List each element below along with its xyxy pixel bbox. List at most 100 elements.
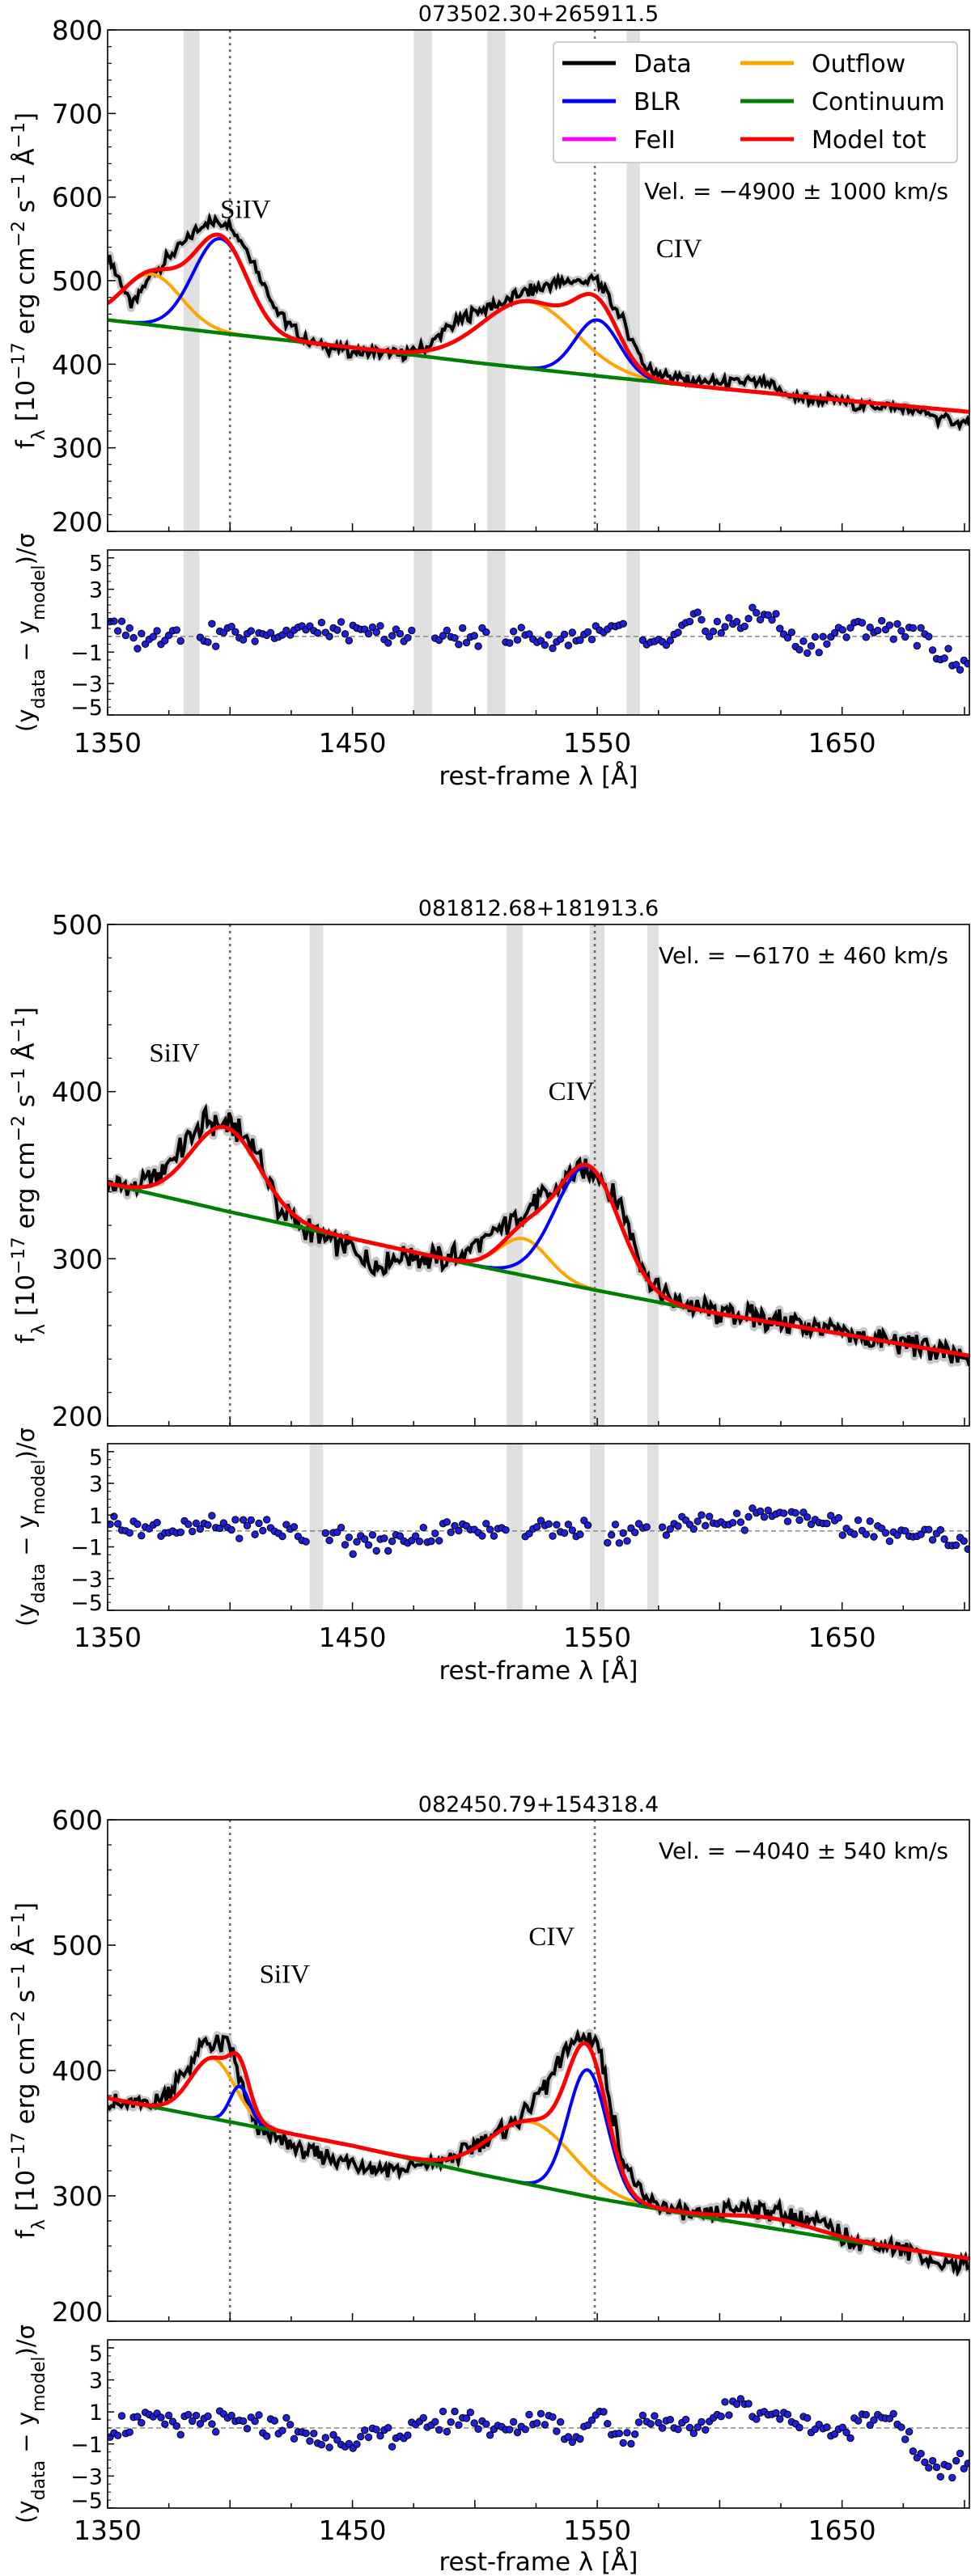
residual-point bbox=[698, 615, 706, 624]
residual-point bbox=[564, 1521, 573, 1529]
residual-point bbox=[587, 636, 596, 644]
residual-point bbox=[560, 1529, 569, 1538]
residual-point bbox=[819, 632, 827, 641]
residual-point bbox=[783, 1517, 792, 1525]
residual-point bbox=[536, 1516, 545, 1525]
residual-point bbox=[341, 630, 350, 638]
residual-point bbox=[662, 1531, 671, 1539]
residual-point bbox=[134, 2413, 142, 2421]
residual-y-axis-label-part: model bbox=[29, 2357, 49, 2413]
y-axis-label-part: λ bbox=[29, 429, 49, 440]
residual-point bbox=[666, 2416, 674, 2424]
residual-point bbox=[917, 2450, 925, 2458]
residual-point bbox=[447, 2418, 455, 2426]
residual-point bbox=[506, 2426, 514, 2434]
residual-point bbox=[349, 1550, 357, 1559]
residual-point bbox=[208, 2420, 216, 2428]
residual-point bbox=[702, 1521, 710, 1530]
residual-point bbox=[125, 624, 134, 632]
residual-point bbox=[117, 617, 126, 625]
y-tick-label: 400 bbox=[52, 349, 103, 380]
residual-point bbox=[404, 633, 412, 642]
residual-point bbox=[329, 2430, 337, 2439]
resid-y-tick-label: −1 bbox=[70, 2433, 103, 2458]
residual-point bbox=[455, 641, 463, 649]
residual-point bbox=[337, 1524, 346, 1532]
residual-point bbox=[693, 608, 702, 616]
residual-point bbox=[172, 626, 181, 634]
residual-point bbox=[717, 2413, 725, 2421]
residual-point bbox=[533, 1523, 541, 1531]
residual-point bbox=[176, 2430, 184, 2439]
residual-point bbox=[917, 624, 925, 632]
residual-point bbox=[823, 2423, 831, 2431]
data-series bbox=[108, 1102, 969, 1367]
residual-point bbox=[772, 2409, 780, 2417]
x-tick-label: 1650 bbox=[808, 2515, 876, 2546]
residual-point bbox=[732, 2400, 741, 2409]
residual-point bbox=[564, 2433, 573, 2441]
residual-point bbox=[893, 1531, 901, 1539]
residual-point bbox=[651, 2412, 659, 2420]
x-tick-label: 1450 bbox=[319, 2515, 387, 2546]
residual-point bbox=[502, 1526, 510, 1534]
y-axis-label-part: f bbox=[11, 2229, 40, 2239]
residual-point bbox=[114, 627, 122, 635]
residual-point bbox=[854, 2417, 863, 2425]
residual-point bbox=[960, 1537, 969, 1546]
residual-point bbox=[270, 2417, 278, 2425]
y-tick-label: 300 bbox=[52, 1243, 103, 1275]
residual-point bbox=[721, 2398, 729, 2406]
residual-point bbox=[361, 1535, 369, 1543]
residual-y-axis-label: (ydata − ymodel)/σ bbox=[12, 533, 49, 732]
residual-point bbox=[870, 1533, 878, 1541]
residual-point bbox=[486, 1525, 494, 1533]
main-plot-area bbox=[108, 1820, 969, 2321]
y-axis-label-part: λ bbox=[29, 2219, 49, 2230]
residual-point bbox=[795, 1516, 804, 1525]
y-axis-label-part: −1 bbox=[9, 1017, 29, 1043]
residual-point bbox=[243, 1521, 252, 1530]
residual-point bbox=[674, 1522, 682, 1530]
residual-point bbox=[443, 2427, 451, 2436]
legend-label: BLR bbox=[634, 88, 681, 116]
masked-region bbox=[507, 924, 523, 1426]
residual-point bbox=[474, 2425, 482, 2434]
panel-1: 073502.30+265911.5 1350 1450 1550 1650 200 300… bbox=[9, 2, 970, 791]
residual-point bbox=[536, 2409, 545, 2418]
legend-label: FeII bbox=[634, 126, 676, 154]
residual-point bbox=[462, 638, 471, 647]
y-axis-label-part: s bbox=[11, 200, 40, 221]
residual-point bbox=[474, 642, 482, 650]
residual-point bbox=[204, 2412, 212, 2421]
residual-point bbox=[290, 2434, 299, 2443]
siiv-line-label: SiIV bbox=[220, 196, 271, 225]
residual-point bbox=[964, 660, 969, 668]
residual-point bbox=[462, 2414, 471, 2422]
residual-point bbox=[164, 2411, 173, 2420]
resid-y-tick-label: 3 bbox=[89, 2369, 103, 2394]
resid-y-tick-label: −3 bbox=[70, 1567, 103, 1593]
y-axis-label-part: −1 bbox=[9, 1912, 29, 1938]
residual-y-axis-label-part: (y bbox=[12, 1603, 40, 1626]
y-tick-label: 200 bbox=[52, 506, 103, 538]
residual-point bbox=[482, 2420, 490, 2428]
x-tick-label: 1450 bbox=[319, 1622, 387, 1653]
residual-point bbox=[804, 2414, 812, 2422]
residual-point bbox=[466, 2409, 475, 2417]
y-axis-label-part: −17 bbox=[9, 2132, 29, 2169]
y-tick-label: 600 bbox=[52, 1804, 103, 1836]
residual-point bbox=[208, 1512, 216, 1520]
masked-region bbox=[507, 1444, 523, 1610]
residual-y-axis-label-part: data bbox=[29, 669, 49, 709]
residual-point bbox=[706, 632, 714, 641]
residual-point bbox=[600, 2408, 608, 2416]
residual-point bbox=[278, 2426, 286, 2434]
residual-point bbox=[615, 1539, 623, 1547]
residual-point bbox=[619, 1529, 627, 1538]
residual-point bbox=[125, 2428, 134, 2436]
residual-point bbox=[905, 2428, 914, 2436]
y-axis-label-part: Å bbox=[11, 1043, 40, 1068]
residual-point bbox=[212, 2428, 220, 2436]
y-axis-label-part: f bbox=[11, 439, 40, 449]
